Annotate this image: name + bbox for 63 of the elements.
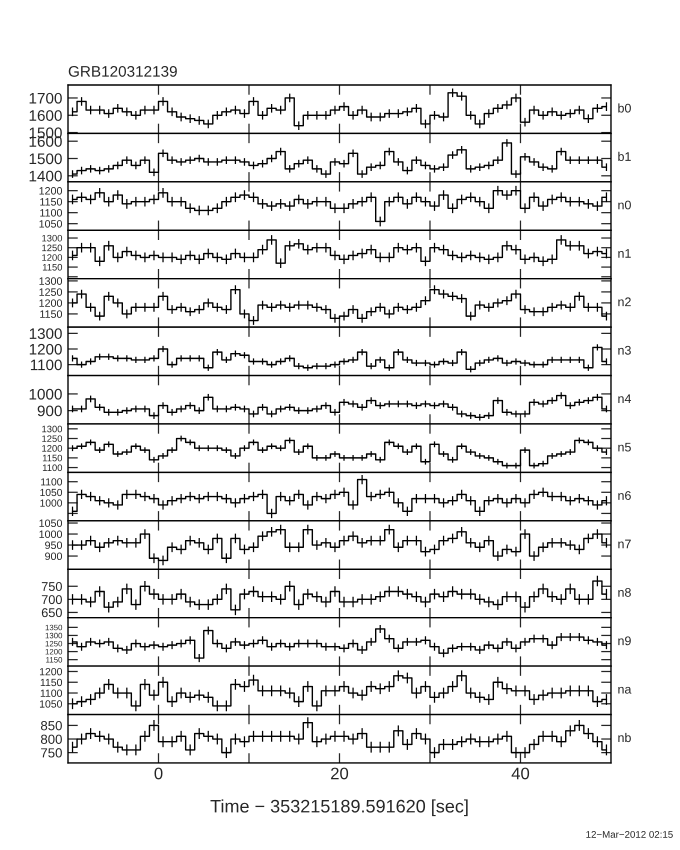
y-tick-label: 1200 (42, 445, 62, 452)
y-tick-label: 1250 (39, 288, 62, 296)
y-tick-label: 1200 (39, 299, 62, 307)
y-tick-label: 900 (38, 405, 62, 416)
y-tick-label: 1250 (42, 435, 62, 442)
y2-axis-title: b0 (618, 103, 631, 113)
x-axis-title: Time − 353215189.591620 [sec] (210, 799, 468, 816)
y-tick-label: 1000 (39, 530, 62, 538)
y-tick-label: 1200 (40, 668, 62, 676)
y-tick-label: 1000 (30, 388, 62, 400)
y-tick-label: 950 (45, 541, 62, 550)
y-tick-label: 750 (41, 748, 62, 758)
y-tick-label: 1500 (30, 153, 62, 164)
y-tick-label: 1100 (42, 464, 62, 472)
y2-axis-title: n0 (618, 200, 631, 210)
y-tick-label: 1000 (40, 499, 62, 507)
y-tick-label: 1050 (40, 700, 62, 708)
y-tick-label: 800 (40, 734, 62, 744)
y2-axis-title: n8 (618, 588, 631, 597)
y-tick-label: 650 (42, 608, 62, 618)
y2-axis-title: b1 (618, 152, 631, 161)
y-tick-label: 1150 (42, 264, 62, 271)
y-tick-label: 1200 (39, 187, 62, 195)
y-tick-label: 1100 (30, 360, 62, 370)
y-tick-label: 1150 (40, 678, 62, 686)
y-tick-label: 1300 (30, 328, 62, 340)
x-tick-label: 0 (154, 768, 162, 780)
y-tick-label: 1100 (41, 478, 62, 486)
y2-axis-title: na (618, 686, 632, 694)
y-tick-label: 1150 (40, 198, 62, 206)
y2-axis-title: n7 (618, 540, 631, 548)
y-tick-label: 750 (42, 582, 62, 592)
chart-title: GRB120312139 (68, 66, 177, 77)
y-tick-label: 1150 (42, 454, 62, 462)
y-tick-label: 1400 (30, 170, 62, 182)
y-tick-label: 1300 (42, 234, 62, 242)
y-tick-label: 1250 (42, 244, 62, 252)
y-tick-label: 1200 (42, 254, 62, 261)
y-tick-label: 1300 (42, 426, 62, 432)
y2-axis-title: n4 (618, 394, 632, 403)
y-tick-label: 1150 (40, 310, 62, 318)
y-tick-label: 900 (45, 552, 62, 560)
y-tick-label: 850 (40, 720, 62, 730)
y2-axis-title: n5 (618, 442, 631, 452)
x-tick-label: 40 (512, 768, 530, 780)
y-tick-label: 1100 (40, 689, 62, 697)
y2-axis-title: nb (618, 732, 631, 742)
y-tick-label: 1050 (39, 519, 62, 528)
y2-axis-title: n6 (618, 491, 631, 500)
y-tick-label: 1050 (40, 488, 62, 496)
y-tick-label: 1200 (30, 344, 62, 355)
y-tick-label: 1700 (30, 92, 62, 104)
y2-axis-title: n9 (618, 636, 631, 646)
y-tick-label: 1600 (30, 110, 62, 121)
y-tick-label: 700 (42, 595, 62, 604)
y-tick-label: 1300 (39, 277, 62, 285)
y2-axis-title: n3 (618, 346, 631, 355)
y-tick-label: 1100 (40, 209, 62, 217)
x-tick-label: 20 (331, 768, 348, 780)
y2-axis-title: n2 (618, 297, 631, 306)
text: 12−Mar−2012 02:15 (586, 830, 673, 838)
y2-axis-title: n1 (618, 249, 631, 258)
y-tick-label: 1050 (39, 220, 62, 228)
